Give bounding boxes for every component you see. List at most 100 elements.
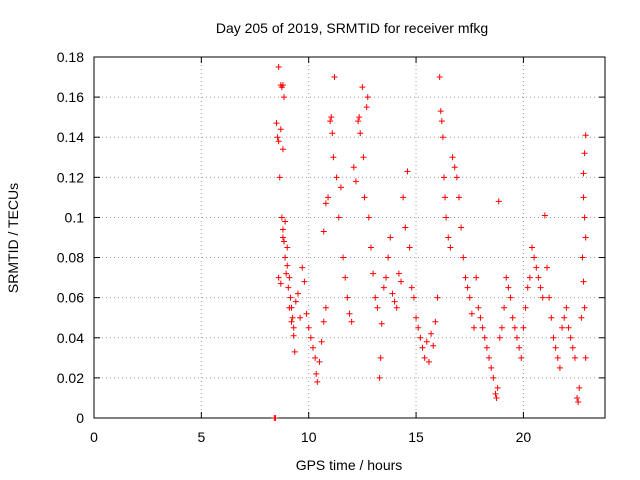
data-point — [537, 284, 544, 291]
data-point — [288, 318, 295, 325]
data-point — [314, 378, 321, 385]
data-point — [352, 178, 359, 185]
data-point — [581, 304, 588, 311]
data-point — [342, 274, 349, 281]
data-point — [283, 270, 290, 277]
data-point — [447, 244, 454, 251]
data-point — [493, 394, 500, 401]
data-point — [385, 254, 392, 261]
data-point — [546, 294, 553, 301]
data-point — [475, 304, 482, 311]
data-point — [305, 324, 312, 331]
data-point — [449, 154, 456, 161]
data-point — [522, 304, 529, 311]
data-point — [552, 344, 559, 351]
data-point — [312, 354, 319, 361]
data-point — [281, 238, 288, 245]
data-point — [344, 294, 351, 301]
data-point — [518, 354, 525, 361]
data-point — [580, 194, 587, 201]
data-point — [275, 138, 282, 145]
data-point — [410, 294, 417, 301]
data-point — [350, 164, 357, 171]
data-point — [389, 290, 396, 297]
data-point — [486, 354, 493, 361]
data-point — [533, 264, 540, 271]
y-tick-label: 0.08 — [57, 250, 84, 266]
data-point — [438, 118, 445, 125]
data-point — [322, 304, 329, 311]
data-point — [442, 194, 449, 201]
x-tick-label: 5 — [197, 429, 205, 445]
data-point — [556, 364, 563, 371]
data-point — [575, 398, 582, 405]
data-point — [494, 384, 501, 391]
data-point — [359, 84, 366, 91]
data-point — [458, 224, 465, 231]
data-point — [340, 254, 347, 261]
data-point — [520, 324, 527, 331]
data-point — [428, 330, 435, 337]
data-point — [327, 118, 334, 125]
data-point — [567, 334, 574, 341]
x-tick-label: 15 — [408, 429, 424, 445]
data-point — [535, 274, 542, 281]
data-point — [299, 264, 306, 271]
data-point — [387, 234, 394, 241]
data-point — [303, 310, 310, 317]
data-point — [400, 194, 407, 201]
data-point — [466, 294, 473, 301]
data-point — [464, 284, 471, 291]
data-point — [488, 364, 495, 371]
data-point — [376, 374, 383, 381]
x-axis-label: GPS time / hours — [296, 457, 403, 473]
data-point — [505, 284, 512, 291]
data-point — [569, 344, 576, 351]
x-tick-label: 0 — [90, 429, 98, 445]
data-point — [361, 194, 368, 201]
data-point — [274, 134, 281, 141]
data-point — [581, 150, 588, 157]
data-point — [320, 228, 327, 235]
data-point — [526, 274, 533, 281]
data-point — [279, 146, 286, 153]
data-point — [498, 324, 505, 331]
data-point — [325, 194, 332, 201]
data-point — [554, 354, 561, 361]
data-point — [277, 126, 284, 133]
y-tick-label: 0.04 — [57, 330, 84, 346]
x-axis-ticks: 0 5 10 15 20 — [90, 57, 531, 445]
data-point — [318, 338, 325, 345]
data-point — [561, 314, 568, 321]
y-tick-label: 0.1 — [65, 209, 85, 225]
data-point — [473, 274, 480, 281]
data-point — [290, 332, 297, 339]
data-point — [364, 94, 371, 101]
data-point — [404, 168, 411, 175]
data-point — [356, 114, 363, 121]
data-point — [576, 384, 583, 391]
data-point — [329, 130, 336, 137]
data-point — [282, 254, 289, 261]
data-point — [297, 314, 304, 321]
data-point — [550, 334, 557, 341]
data-point — [292, 298, 299, 305]
data-point — [398, 278, 405, 285]
data-point — [565, 324, 572, 331]
data-point — [294, 290, 301, 297]
data-point — [307, 334, 314, 341]
data-point — [571, 354, 578, 361]
data-point — [421, 354, 428, 361]
y-tick-label: 0.02 — [57, 370, 84, 386]
data-point — [279, 82, 286, 89]
data-point — [503, 274, 510, 281]
data-point — [357, 130, 364, 137]
data-point — [278, 214, 285, 221]
data-point — [453, 174, 460, 181]
x-tick-label: 10 — [301, 429, 317, 445]
data-point — [582, 234, 589, 241]
data-point — [579, 254, 586, 261]
data-point — [346, 310, 353, 317]
data-point — [495, 198, 502, 205]
